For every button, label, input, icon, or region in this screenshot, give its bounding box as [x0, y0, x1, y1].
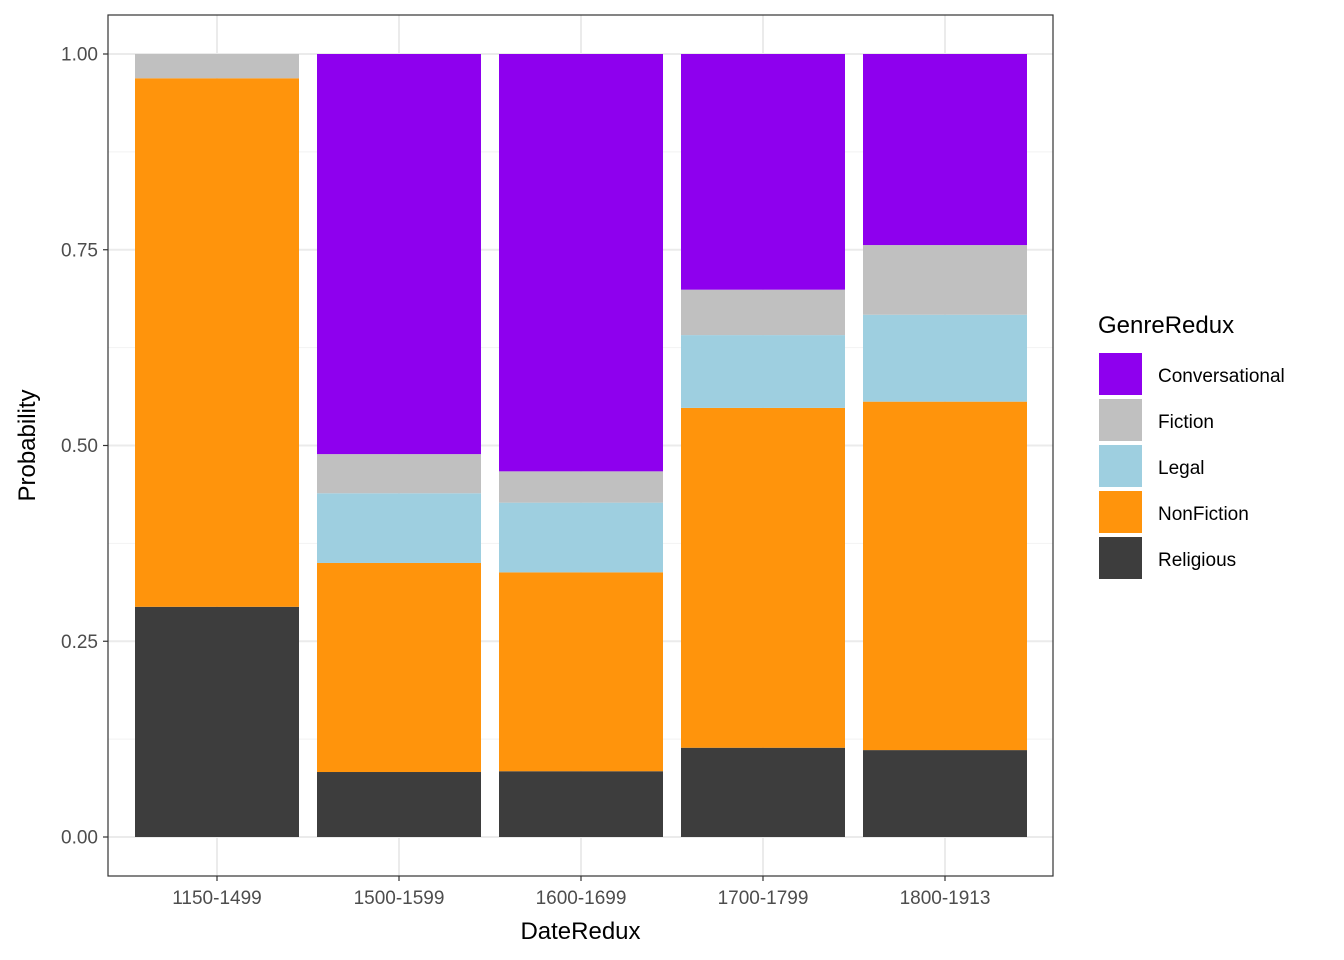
bar-segment-conversational-1500-1599: [317, 54, 481, 455]
bars: [135, 54, 1027, 837]
x-tick-label: 1500-1599: [354, 888, 445, 909]
bar-segment-fiction-1500-1599: [317, 454, 481, 494]
bar-segment-religious-1150-1499: [135, 606, 299, 837]
y-axis: 0.00 0.25 0.50 0.75 1.00: [61, 45, 108, 849]
bar-segment-conversational-1600-1699: [499, 54, 663, 472]
bar-segment-nonfiction-1800-1913: [863, 401, 1027, 751]
x-tick-label: 1600-1699: [536, 888, 627, 909]
bar-segment-conversational-1700-1799: [681, 54, 845, 290]
legend-swatch-legal: [1099, 445, 1142, 487]
bar-segment-legal-1800-1913: [863, 314, 1027, 402]
bar-segment-nonfiction-1700-1799: [681, 407, 845, 748]
legend-title: GenreRedux: [1098, 312, 1234, 339]
bar-segment-fiction-1600-1699: [499, 471, 663, 503]
bar-segment-religious-1500-1599: [317, 772, 481, 837]
y-tick-label: 0.75: [61, 240, 98, 261]
legend-swatch-nonfiction: [1099, 491, 1142, 533]
bar-segment-religious-1600-1699: [499, 771, 663, 837]
bar-segment-fiction-1700-1799: [681, 289, 845, 336]
bar-segment-legal-1700-1799: [681, 335, 845, 408]
bar-segment-conversational-1800-1913: [863, 54, 1027, 246]
legend-swatch-fiction: [1099, 399, 1142, 441]
legend-label-nonfiction: NonFiction: [1158, 504, 1249, 525]
bar-segment-legal-1500-1599: [317, 493, 481, 563]
x-axis-title: DateRedux: [520, 918, 640, 945]
legend-swatch-conversational: [1099, 353, 1142, 395]
bar-segment-legal-1600-1699: [499, 502, 663, 573]
legend-label-fiction: Fiction: [1158, 412, 1214, 433]
legend-label-religious: Religious: [1158, 550, 1236, 571]
legend-swatch-religious: [1099, 537, 1142, 579]
bar-segment-nonfiction-1600-1699: [499, 572, 663, 772]
bar-segment-religious-1800-1913: [863, 750, 1027, 837]
bar-segment-religious-1700-1799: [681, 747, 845, 837]
bar-segment-nonfiction-1150-1499: [135, 78, 299, 607]
y-axis-title: Probability: [14, 389, 41, 501]
y-tick-label: 0.25: [61, 632, 98, 653]
y-tick-label: 0.00: [61, 828, 98, 849]
y-tick-label: 0.50: [61, 436, 98, 457]
x-tick-label: 1800-1913: [900, 888, 991, 909]
legend: GenreRedux Conversational Fiction Legal Non…: [1098, 312, 1285, 579]
bar-segment-fiction-1150-1499: [135, 54, 299, 79]
bar-segment-nonfiction-1500-1599: [317, 562, 481, 773]
x-tick-label: 1150-1499: [172, 888, 261, 909]
x-tick-label: 1700-1799: [718, 888, 809, 909]
x-axis: 1150-1499 1500-1599 1600-1699 1700-1799 1800…: [172, 876, 990, 909]
legend-label-conversational: Conversational: [1158, 366, 1285, 387]
legend-label-legal: Legal: [1158, 458, 1205, 479]
y-tick-label: 1.00: [61, 45, 98, 66]
bar-segment-fiction-1800-1913: [863, 245, 1027, 315]
